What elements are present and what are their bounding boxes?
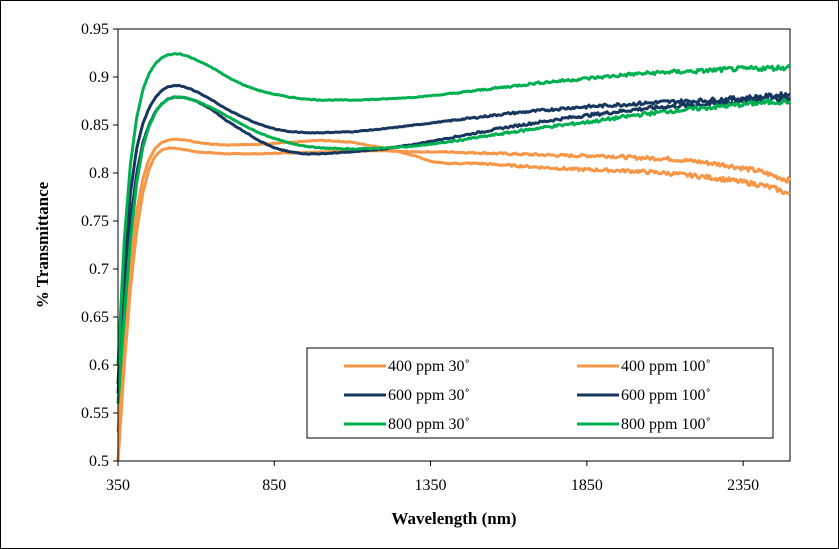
legend-label: 800 ppm 30˚ — [388, 416, 470, 433]
legend-label: 400 ppm 100˚ — [621, 358, 711, 375]
legend-label: 800 ppm 100˚ — [621, 416, 711, 433]
x-tick-label: 1350 — [415, 477, 447, 494]
series-line-1 — [116, 137, 791, 433]
legend-label: 600 ppm 30˚ — [388, 387, 470, 404]
y-tick-label: 0.85 — [81, 117, 109, 134]
legend-label: 600 ppm 100˚ — [621, 387, 711, 404]
y-tick-label: 0.5 — [89, 453, 109, 470]
x-tick-label: 350 — [106, 477, 130, 494]
y-axis-title: % Transmittance — [33, 181, 52, 308]
series-line-4 — [116, 95, 792, 404]
series-line-0 — [116, 146, 792, 462]
y-tick-label: 0.75 — [81, 213, 109, 230]
y-tick-label: 0.65 — [81, 309, 109, 326]
legend-label: 400 ppm 30˚ — [388, 358, 470, 375]
y-tick-label: 0.6 — [89, 357, 109, 374]
series-line-5 — [116, 52, 792, 365]
x-tick-label: 1850 — [571, 477, 603, 494]
series-layer — [116, 52, 792, 462]
legend: 400 ppm 30˚ 600 ppm 30˚ 800 ppm 30˚ 400 ppm… — [306, 347, 774, 439]
x-axis-title: Wavelength (nm) — [391, 509, 516, 528]
series-line-3 — [116, 83, 791, 385]
y-tick-label: 0.8 — [89, 165, 109, 182]
y-tick-label: 0.55 — [81, 405, 109, 422]
x-tick-label: 850 — [262, 477, 286, 494]
x-tick-label: 2350 — [727, 477, 759, 494]
y-tick-label: 0.95 — [81, 21, 109, 38]
series-line-2 — [116, 95, 792, 394]
axes-layer: 0.5 0.55 0.6 0.65 0.7 0.75 0.8 0.85 0.9 0.95 350 85… — [81, 21, 790, 494]
y-tick-label: 0.9 — [89, 69, 109, 86]
y-tick-label: 0.7 — [89, 261, 109, 278]
